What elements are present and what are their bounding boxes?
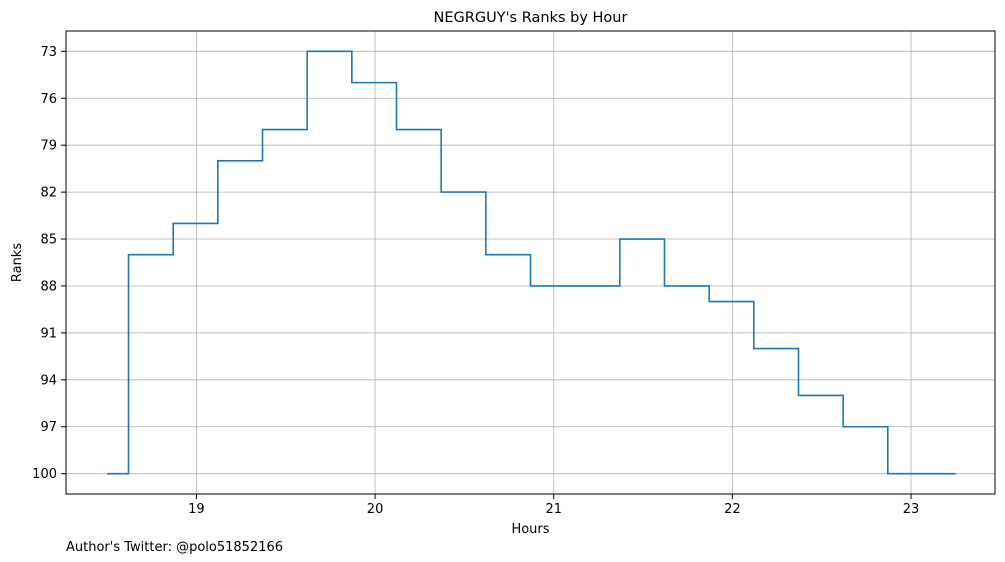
- axes-frame: [65, 30, 996, 495]
- y-tick-label: 97: [40, 420, 57, 435]
- rank-step-line: [107, 50, 956, 475]
- y-tick-label: 100: [32, 467, 57, 482]
- x-tick-label: 23: [903, 502, 920, 517]
- x-tick-label: 20: [367, 502, 384, 517]
- author-credit: Author's Twitter: @polo51852166: [66, 540, 283, 555]
- y-tick-label: 79: [40, 139, 57, 154]
- y-axis-label: Ranks: [10, 243, 25, 282]
- chart-title: NEGRGUY's Ranks by Hour: [434, 10, 628, 26]
- x-tick-label: 22: [724, 502, 741, 517]
- x-axis-label: Hours: [511, 522, 549, 537]
- y-tick-label: 91: [40, 326, 57, 341]
- y-tick-label: 85: [40, 233, 57, 248]
- x-tick-label: 21: [545, 502, 562, 517]
- x-tick-label: 19: [188, 502, 205, 517]
- axis-ticks: 19 20 21 22 23 73 76 79 82 85 88 91 94 97 100: [32, 45, 919, 517]
- y-tick-label: 94: [40, 373, 57, 388]
- y-tick-label: 82: [40, 186, 57, 201]
- y-tick-label: 88: [40, 279, 57, 294]
- series-layer: [107, 50, 956, 475]
- y-tick-label: 73: [40, 45, 57, 60]
- y-tick-label: 76: [40, 92, 57, 107]
- grid-lines: [66, 31, 995, 494]
